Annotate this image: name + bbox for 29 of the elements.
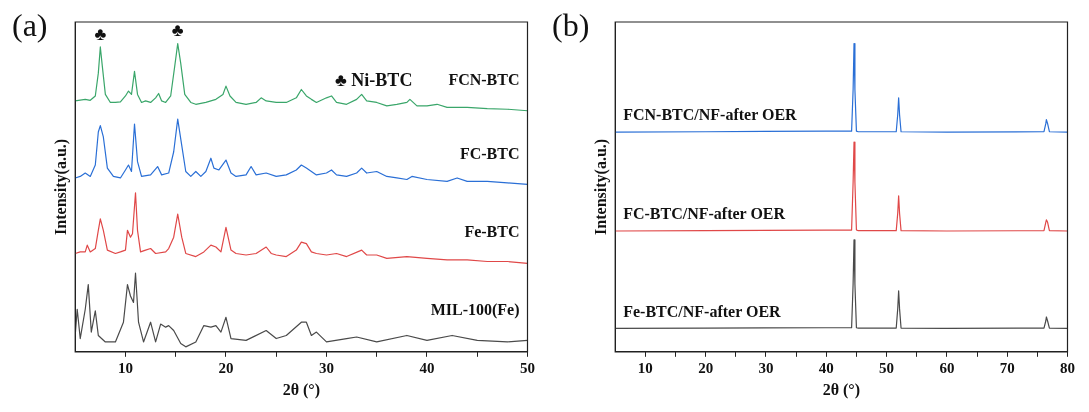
series-label: MIL-100(Fe)	[430, 300, 520, 319]
x-tick-label: 40	[818, 359, 834, 376]
x-tick-label: 20	[218, 359, 234, 376]
series-label: Fe-BTC	[464, 223, 520, 241]
series-label: Fe-BTC/NF-after OER	[623, 302, 782, 320]
x-tick-label: 40	[419, 359, 435, 376]
series-label: FCN-BTC	[448, 70, 520, 88]
y-axis-title: Intensity(a.u.)	[51, 138, 70, 235]
series-label: FCN-BTC/NF-after OER	[623, 106, 798, 124]
x-tick-label: 50	[879, 359, 895, 376]
series-label: FC-BTC/NF-after OER	[623, 205, 786, 223]
y-axis-title: Intensity(a.u.)	[591, 138, 610, 235]
x-tick-label: 70	[999, 359, 1015, 376]
x-axis-title: 2θ (°)	[282, 380, 321, 399]
x-tick-label: 60	[939, 359, 955, 376]
annotation: ♣	[94, 23, 107, 44]
x-tick-label: 30	[758, 359, 774, 376]
x-tick-label: 10	[117, 359, 133, 376]
series-label: FC-BTC	[459, 144, 520, 162]
x-tick-label: 50	[520, 359, 535, 376]
chart-title: (b)	[552, 7, 590, 44]
x-axis-title: 2θ (°)	[822, 380, 861, 399]
x-tick-label: 80	[1060, 359, 1075, 376]
annotation: ♣ Ni-BTC	[335, 70, 413, 91]
annotation: ♣	[171, 20, 184, 41]
x-tick-label: 20	[698, 359, 714, 376]
x-tick-label: 30	[318, 359, 334, 376]
x-tick-label: 10	[637, 359, 653, 376]
chart-title: (a)	[12, 7, 48, 44]
